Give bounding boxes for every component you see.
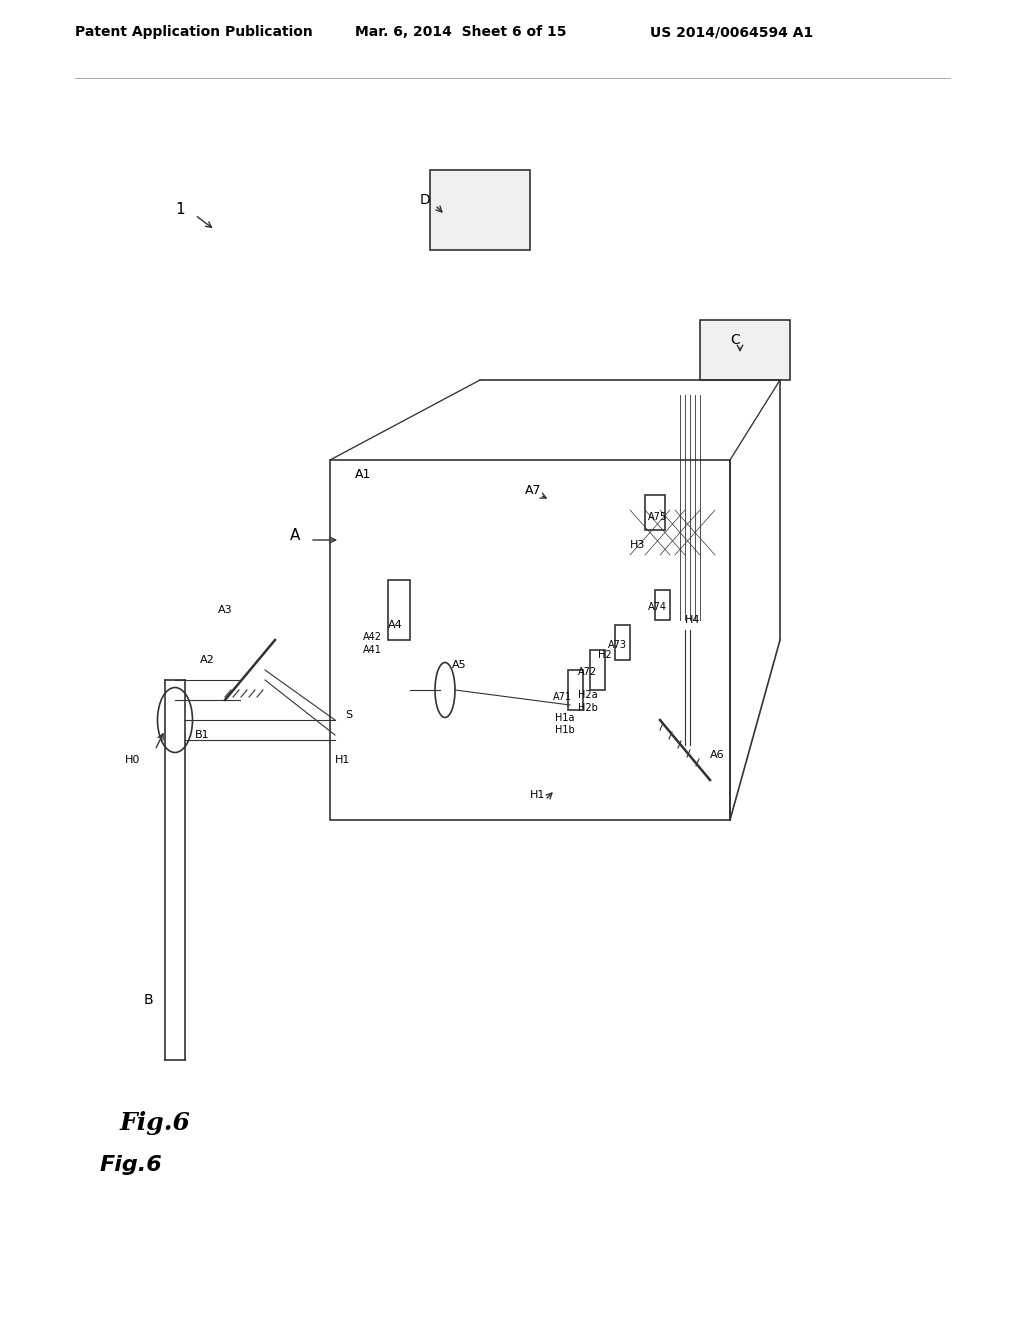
Ellipse shape [435,663,455,718]
Text: A73: A73 [608,640,627,649]
Ellipse shape [158,688,193,752]
Text: H2a: H2a [578,690,598,700]
Text: A2: A2 [200,655,215,665]
Text: D: D [420,193,431,207]
Bar [590,649,605,690]
Bar [430,170,530,249]
Bar [700,319,790,380]
Text: S: S [345,710,352,719]
Text: A42: A42 [362,632,382,642]
Text: H4: H4 [685,615,700,624]
Text: H1: H1 [530,789,546,800]
Text: US 2014/0064594 A1: US 2014/0064594 A1 [650,25,813,40]
Bar [568,671,583,710]
Bar [615,624,630,660]
Text: A5: A5 [452,660,467,671]
Text: A3: A3 [218,605,232,615]
Text: A71: A71 [553,692,572,702]
Text: H1b: H1b [555,725,574,735]
Text: A7: A7 [525,483,542,496]
Text: H2: H2 [598,649,611,660]
Bar [655,590,670,620]
Text: H1a: H1a [555,713,574,723]
Text: H2b: H2b [578,704,598,713]
Text: H1: H1 [335,755,350,766]
Text: B1: B1 [195,730,210,741]
Text: H0: H0 [125,755,140,766]
Text: 1: 1 [175,202,184,218]
Text: C: C [730,333,739,347]
Text: H3: H3 [630,540,645,550]
Text: Mar. 6, 2014  Sheet 6 of 15: Mar. 6, 2014 Sheet 6 of 15 [355,25,566,40]
Text: Fig.6: Fig.6 [100,1155,163,1175]
Text: A41: A41 [362,645,382,655]
Bar [388,579,410,640]
Text: Fig.6: Fig.6 [120,1111,190,1135]
Text: A1: A1 [355,469,372,482]
Bar [330,459,730,820]
Text: A6: A6 [710,750,725,760]
Text: A72: A72 [578,667,597,677]
Text: B: B [143,993,153,1007]
Text: A75: A75 [648,512,667,521]
Bar [645,495,665,531]
Text: A4: A4 [388,620,402,630]
Text: A74: A74 [648,602,667,612]
Text: Patent Application Publication: Patent Application Publication [75,25,312,40]
Text: A: A [290,528,300,543]
